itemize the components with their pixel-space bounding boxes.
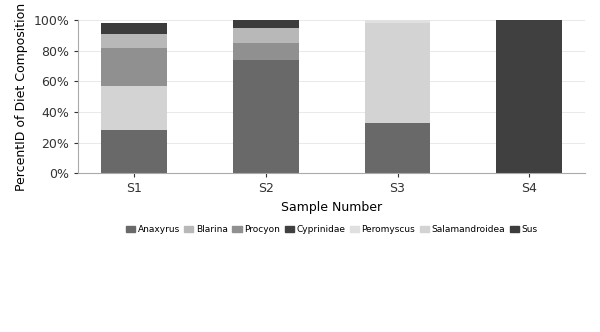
Bar	[101, 130, 167, 173]
Bar	[233, 28, 299, 43]
Bar	[101, 47, 167, 86]
Bar	[101, 23, 167, 34]
Bar	[233, 20, 299, 28]
Bar	[365, 123, 430, 173]
Bar	[365, 23, 430, 123]
Bar	[233, 43, 299, 60]
Bar	[101, 86, 167, 130]
Legend: Anaxyrus, Blarina, Procyon, Cyprinidae, Peromyscus, Salamandroidea, Sus: Anaxyrus, Blarina, Procyon, Cyprinidae, …	[122, 221, 541, 238]
Bar	[496, 20, 562, 173]
Y-axis label: PercentID of Diet Composition: PercentID of Diet Composition	[15, 3, 28, 191]
X-axis label: Sample Number: Sample Number	[281, 201, 382, 214]
Bar	[233, 60, 299, 173]
Bar	[365, 20, 430, 23]
Bar	[101, 34, 167, 47]
